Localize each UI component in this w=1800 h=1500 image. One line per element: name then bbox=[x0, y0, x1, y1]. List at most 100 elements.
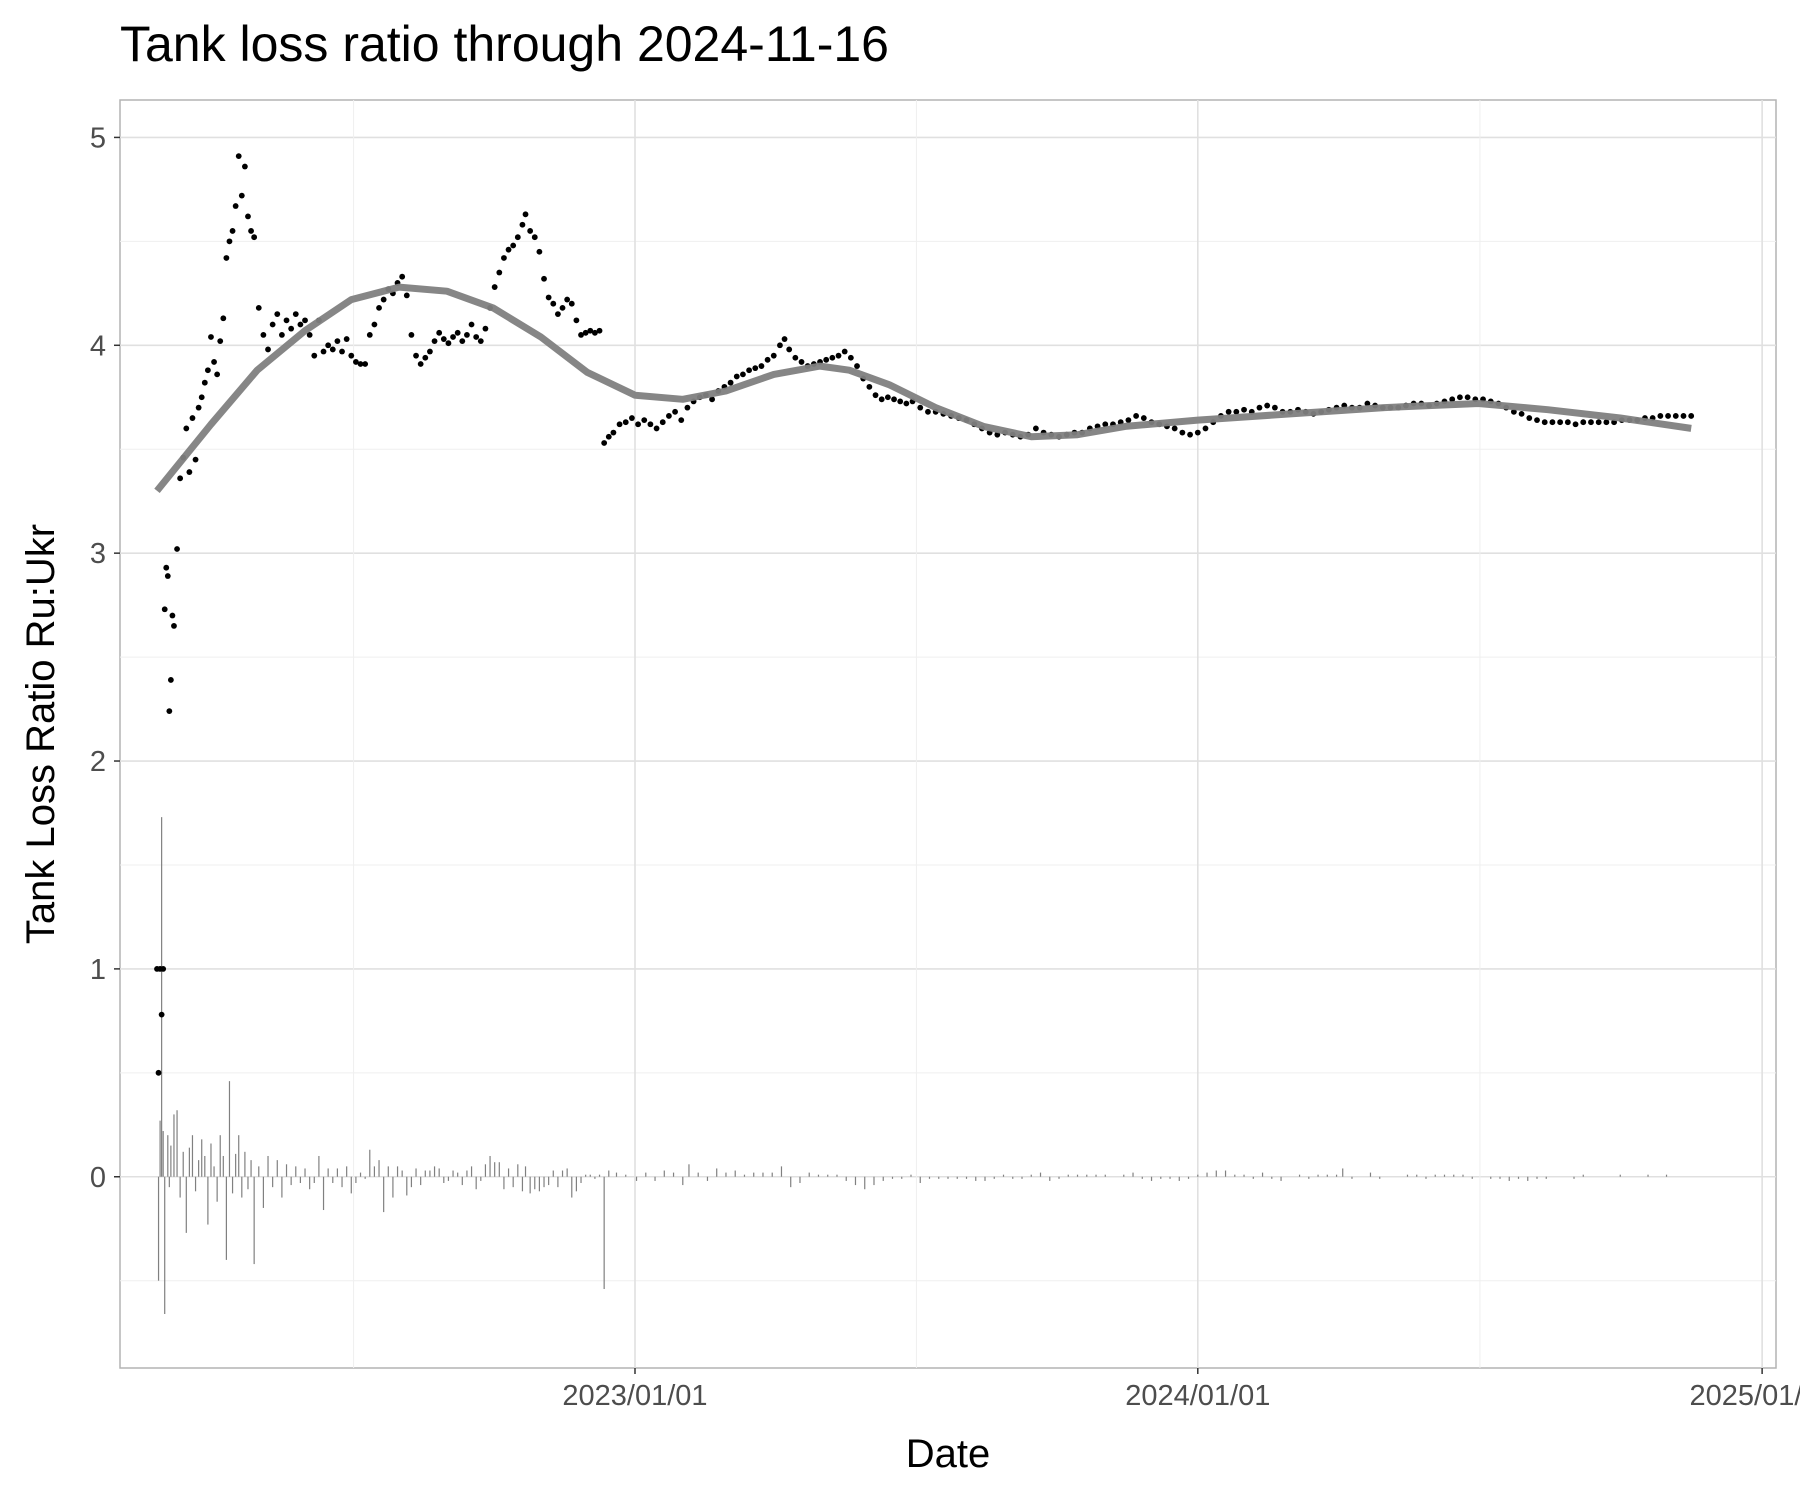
ratio-point bbox=[348, 352, 355, 359]
ratio-point bbox=[798, 359, 805, 365]
ratio-point bbox=[541, 275, 547, 282]
ratio-point bbox=[171, 623, 177, 629]
ratio-point bbox=[214, 371, 221, 378]
ratio-point bbox=[274, 311, 281, 318]
ratio-point bbox=[786, 346, 793, 353]
ratio-point bbox=[622, 419, 629, 426]
ratio-point bbox=[201, 379, 208, 386]
ratio-point bbox=[897, 398, 904, 405]
ratio-point bbox=[454, 329, 461, 336]
ratio-point bbox=[559, 304, 566, 311]
ratio-point bbox=[238, 192, 245, 199]
ratio-point bbox=[376, 304, 382, 311]
ratio-point bbox=[166, 708, 173, 715]
ratio-point bbox=[647, 421, 654, 428]
ratio-point bbox=[605, 433, 612, 440]
y-tick-label: 2 bbox=[90, 746, 106, 778]
ratio-point bbox=[1580, 419, 1587, 426]
ratio-point bbox=[195, 404, 202, 411]
ratio-point bbox=[536, 248, 543, 255]
ratio-point bbox=[362, 361, 369, 367]
ratio-point bbox=[226, 238, 233, 245]
ratio-point bbox=[653, 425, 660, 432]
grid-layer bbox=[120, 100, 1776, 1368]
ratio-point bbox=[847, 354, 854, 361]
ratio-point bbox=[1140, 415, 1147, 421]
ratio-point bbox=[1549, 419, 1556, 426]
ratio-point bbox=[727, 379, 734, 386]
ratio-point bbox=[635, 421, 641, 428]
y-tick-label: 5 bbox=[90, 122, 106, 154]
ratio-point bbox=[752, 365, 759, 372]
ratio-point bbox=[1595, 419, 1602, 426]
ratio-point bbox=[610, 429, 617, 436]
ratio-point bbox=[545, 294, 552, 301]
ratio-point bbox=[320, 348, 327, 355]
ratio-point bbox=[592, 329, 598, 336]
ratio-point bbox=[329, 346, 336, 353]
ratio-point bbox=[160, 965, 167, 972]
ratio-point bbox=[854, 363, 860, 369]
ratio-point bbox=[770, 352, 777, 359]
ratio-point bbox=[1194, 429, 1201, 436]
smoothed-trend-line bbox=[154, 283, 1692, 494]
ratio-point bbox=[781, 336, 788, 342]
ratio-point bbox=[1510, 408, 1517, 415]
ratio-point bbox=[251, 234, 258, 241]
ratio-point bbox=[510, 242, 517, 249]
ratio-point bbox=[1364, 400, 1371, 407]
ratio-point bbox=[1102, 421, 1109, 428]
ratio-point bbox=[269, 321, 276, 328]
ratio-point bbox=[866, 383, 873, 390]
ratio-point bbox=[740, 371, 746, 378]
ratio-point bbox=[177, 475, 184, 482]
ratio-point bbox=[232, 203, 239, 209]
ratio-point bbox=[223, 255, 230, 261]
ratio-point bbox=[302, 317, 308, 324]
ratio-point bbox=[514, 234, 521, 241]
ratio-point bbox=[1557, 419, 1564, 426]
ratio-point bbox=[431, 338, 438, 345]
ratio-point bbox=[278, 331, 285, 338]
ratio-point bbox=[554, 311, 561, 318]
ratio-point bbox=[1657, 413, 1664, 419]
ratio-point bbox=[288, 325, 295, 332]
ratio-point bbox=[167, 677, 174, 683]
ratio-point bbox=[403, 292, 410, 299]
ratio-point bbox=[220, 315, 227, 322]
smoothed-trend-series bbox=[154, 283, 1692, 494]
ratio-point bbox=[464, 331, 470, 338]
ratio-point bbox=[189, 415, 196, 421]
ratio-point bbox=[174, 546, 180, 552]
ratio-point bbox=[666, 413, 672, 419]
ratio-point bbox=[1202, 425, 1209, 432]
ratio-point bbox=[501, 255, 507, 261]
ratio-point bbox=[306, 331, 313, 338]
y-tick-label: 4 bbox=[90, 330, 106, 362]
ratio-point bbox=[1171, 425, 1178, 432]
ratio-point bbox=[1032, 425, 1039, 432]
ratio-point bbox=[1526, 415, 1533, 421]
plot-panel bbox=[119, 99, 1777, 1369]
ratio-point bbox=[1603, 419, 1610, 426]
ratio-point bbox=[1233, 408, 1240, 415]
ratio-point bbox=[891, 396, 897, 403]
ratio-point bbox=[568, 300, 575, 307]
ratio-point bbox=[917, 404, 924, 411]
ratio-point bbox=[872, 392, 879, 399]
ratio-point bbox=[1464, 394, 1471, 401]
ratio-point bbox=[764, 356, 771, 363]
ratio-point bbox=[672, 408, 678, 415]
ratio-point bbox=[1187, 431, 1193, 438]
ratio-point bbox=[1588, 419, 1594, 426]
ratio-point bbox=[459, 338, 466, 345]
ratio-point bbox=[1665, 413, 1671, 419]
ratio-point bbox=[1271, 404, 1278, 411]
ratio-point bbox=[1133, 413, 1140, 419]
ratio-point bbox=[758, 363, 765, 369]
ratio-point bbox=[1572, 421, 1579, 428]
ratio-point bbox=[204, 367, 211, 374]
ratio-point bbox=[587, 327, 594, 334]
ratio-point bbox=[357, 361, 364, 367]
ratio-point bbox=[777, 342, 783, 349]
